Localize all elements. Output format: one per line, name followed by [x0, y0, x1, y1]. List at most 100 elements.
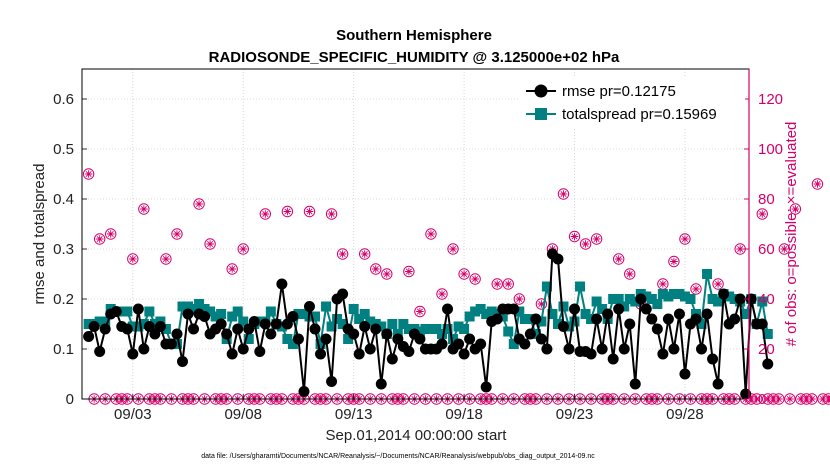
totalspread-point	[729, 294, 740, 304]
rmse-point	[298, 386, 310, 397]
totalspread-point	[425, 324, 436, 334]
rmse-point	[110, 306, 122, 317]
obs-possible-point	[568, 230, 581, 243]
obs-evaluated-point	[382, 270, 391, 278]
totalspread-point	[205, 306, 216, 317]
rmse-point	[453, 338, 465, 350]
rmse-point	[226, 348, 238, 360]
totalspread-point	[321, 301, 332, 312]
obs-possible-point	[381, 268, 393, 280]
rmse-point	[563, 343, 575, 355]
totalspread-point	[486, 306, 497, 317]
totalspread-point	[519, 314, 530, 324]
totalspread-point	[646, 294, 657, 304]
obs-possible-point	[82, 168, 95, 180]
rmse-point	[464, 333, 476, 345]
y-tick-label: 0.3	[53, 241, 74, 258]
totalspread-point	[232, 306, 243, 317]
totalspread-point	[481, 309, 492, 319]
rmse-point	[83, 331, 95, 342]
totalspread-point	[696, 319, 707, 329]
totalspread-point	[127, 321, 138, 332]
y-tick-label: 0.4	[53, 191, 74, 208]
totalspread-point	[420, 324, 431, 334]
rmse-point	[480, 381, 492, 393]
obs-evaluated-point	[405, 267, 413, 276]
totalspread-point	[652, 299, 663, 309]
totalspread-point	[83, 319, 94, 329]
obs-evaluated-point	[625, 270, 634, 278]
rmse-point	[712, 378, 724, 390]
obs-evaluated-point	[819, 395, 827, 403]
obs-evaluated-point	[460, 270, 468, 278]
obs-possible-point	[624, 268, 636, 280]
totalspread-point	[762, 329, 773, 339]
y2-tick-label: 100	[758, 141, 783, 158]
totalspread-point	[508, 339, 519, 349]
totalspread-point	[138, 319, 149, 329]
axes: 09/03 09/08 09/13 09/18 09/23 09/28 0 0.1 0.2 0.3…	[53, 91, 783, 423]
obs-possible-point	[425, 228, 437, 240]
legend: rmse pr=0.12175 totalspread pr=0.15969	[520, 76, 745, 128]
totalspread-point	[547, 309, 558, 319]
rmse-point	[176, 356, 188, 367]
totalspread-point	[398, 319, 409, 329]
totalspread-point	[679, 291, 690, 302]
legend-spread-label: totalspread pr=0.15969	[562, 106, 717, 123]
totalspread-point	[630, 296, 641, 307]
totalspread-point	[326, 321, 337, 332]
obs-evaluated-point	[371, 265, 380, 273]
rmse-point	[370, 323, 382, 335]
totalspread-point	[541, 281, 552, 292]
totalspread-point	[530, 329, 541, 339]
x-tick-label: 09/03	[114, 406, 152, 423]
totalspread-point	[265, 306, 276, 317]
totalspread-point	[194, 299, 205, 309]
rmse-point	[171, 328, 183, 340]
obs-evaluated-point	[736, 245, 744, 253]
obs-evaluated-point	[763, 395, 772, 403]
totalspread-point	[149, 319, 160, 329]
rmse-point	[182, 308, 194, 320]
totalspread-point	[475, 304, 486, 314]
obs-evaluated-point	[780, 245, 789, 253]
totalspread-point	[315, 339, 326, 349]
obs-possible-point	[535, 298, 548, 310]
obs-possible-point	[93, 233, 106, 245]
rmse-point	[541, 343, 553, 355]
totalspread-point	[724, 291, 735, 302]
totalspread-point	[171, 339, 182, 349]
totalspread-point	[133, 321, 144, 332]
obs-evaluated-point	[449, 245, 457, 253]
rmse-point	[88, 321, 100, 332]
rmse-point	[248, 316, 260, 327]
rmse-point	[552, 253, 564, 265]
totalspread-point	[580, 309, 591, 319]
y-tick-label: 0.2	[53, 291, 74, 308]
obs-evaluated-point	[305, 207, 314, 216]
rmse-point	[557, 321, 569, 332]
rmse-point	[591, 313, 603, 325]
obs-evaluated-point	[327, 210, 336, 218]
rmse-point	[221, 328, 233, 340]
obs-evaluated-point	[714, 280, 722, 288]
totalspread-point	[591, 296, 602, 307]
obs-possible-point	[281, 205, 294, 218]
rmse-point	[232, 323, 244, 335]
rmse-point	[762, 358, 774, 370]
obs-possible-point	[127, 253, 139, 265]
totalspread-point	[414, 326, 425, 337]
y-tick-label: 0	[66, 391, 74, 408]
obs-possible-point	[579, 238, 592, 250]
obs-evaluated-point	[614, 255, 623, 263]
rmse-point	[359, 321, 371, 332]
x-tick-label: 09/08	[224, 406, 262, 423]
rmse-point	[756, 318, 768, 330]
x-axis-label: Sep.01,2014 00:00:00 start	[326, 427, 508, 444]
x-tick-label: 09/18	[445, 406, 483, 423]
obs-possible-point	[303, 205, 316, 218]
obs-evaluated-point	[228, 265, 236, 273]
obs-possible-point	[193, 198, 205, 210]
totalspread-point	[354, 314, 365, 324]
totalspread-point	[243, 334, 254, 344]
